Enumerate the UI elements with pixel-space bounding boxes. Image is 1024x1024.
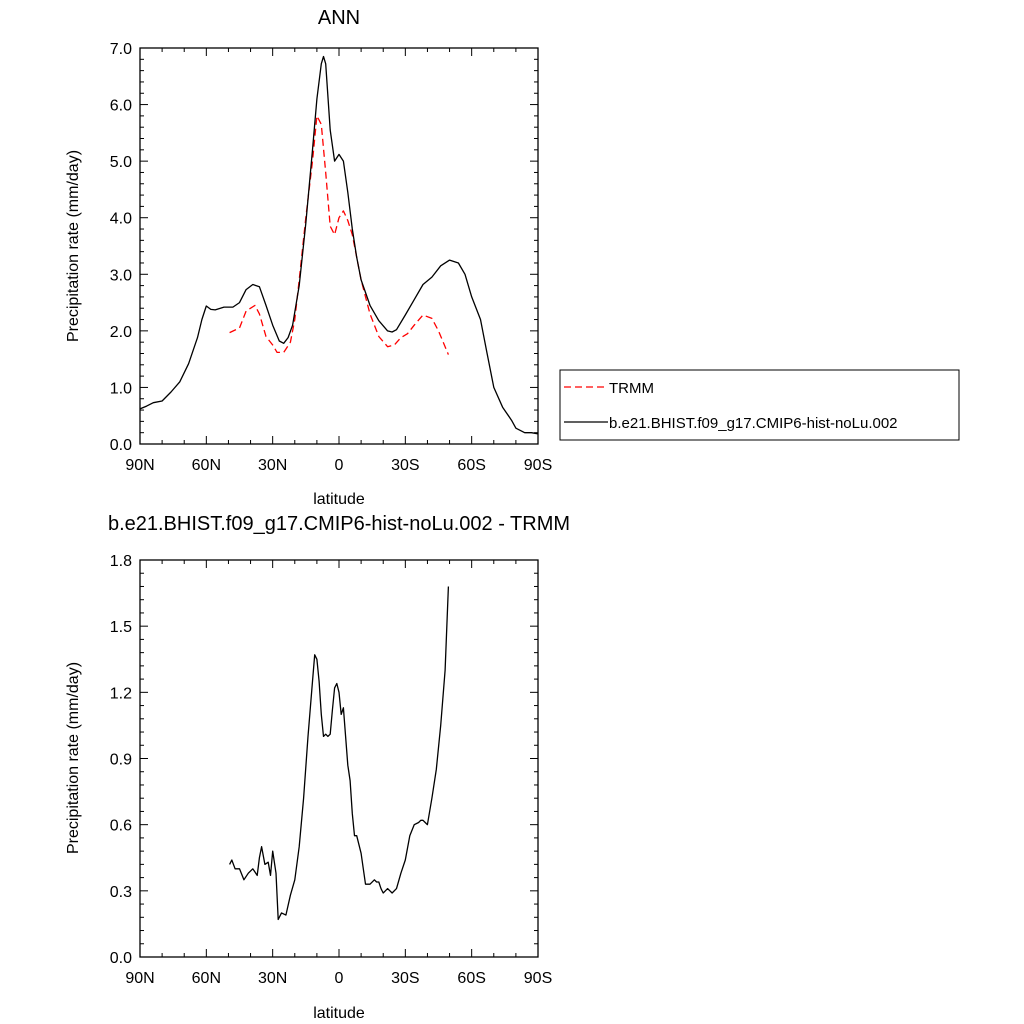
y-tick-label: 1.8 — [110, 553, 132, 570]
y-tick-label: 2.0 — [110, 324, 132, 341]
x-tick-label: 90S — [524, 970, 552, 987]
x-tick-label: 60N — [192, 457, 221, 474]
series-lines — [139, 55, 539, 435]
y-tick-label: 3.0 — [110, 267, 132, 284]
x-tick-label: 90S — [524, 457, 552, 474]
y-tick-label: 4.0 — [110, 211, 132, 228]
x-tick-label: 90N — [125, 970, 154, 987]
x-tick-label: 30N — [258, 970, 287, 987]
x-tick-label: 30S — [391, 457, 419, 474]
x-tick-label: 60S — [457, 457, 485, 474]
x-tick-label: 30S — [391, 970, 419, 987]
axis-ticks: 90N 60N 30N 0 30S 60S 90S 0.0 1.0 2.0 3.0 4.0 5.0 6.0… — [110, 41, 552, 474]
y-axis-label: Precipitation rate (mm/day) — [65, 662, 82, 854]
legend: TRMM b.e21.BHIST.f09_g17.CMIP6-hist-noLu… — [559, 369, 960, 441]
y-tick-label: 0.6 — [110, 818, 132, 835]
x-tick-label: 0 — [335, 970, 344, 987]
plot-frame — [139, 559, 539, 958]
legend-label-model: b.e21.BHIST.f09_g17.CMIP6-hist-noLu.002 — [609, 415, 898, 432]
y-tick-label: 0.9 — [110, 752, 132, 769]
x-tick-label: 60S — [457, 970, 485, 987]
legend-box — [559, 369, 960, 441]
x-tick-label: 30N — [258, 457, 287, 474]
y-tick-label: 7.0 — [110, 41, 132, 58]
plot-frame — [139, 47, 539, 445]
x-tick-label: 90N — [125, 457, 154, 474]
chart-ann: ANN 90N 60N 30N 0 30S 60S 90S 0.0 1.0 2.0 3.0 4.0 5.… — [65, 7, 960, 508]
series-line-trmm — [229, 115, 449, 355]
y-tick-label: 1.2 — [110, 685, 132, 702]
chart-title: b.e21.BHIST.f09_g17.CMIP6-hist-noLu.002 … — [108, 513, 570, 535]
chart-difference: b.e21.BHIST.f09_g17.CMIP6-hist-noLu.002 … — [65, 513, 570, 1022]
axis-ticks: 90N 60N 30N 0 30S 60S 90S 0.0 0.3 0.6 0.9 1.2 1.5 1.8 — [110, 553, 552, 987]
series-line-difference — [229, 586, 450, 921]
chart-title: ANN — [318, 7, 360, 29]
y-tick-label: 0.0 — [110, 437, 132, 454]
x-tick-label: 60N — [192, 970, 221, 987]
series-line-b-e21-bhist-f09-g17-cmip6-hist-nolu-002 — [139, 55, 539, 435]
x-axis-label: latitude — [313, 491, 365, 508]
legend-label-trmm: TRMM — [609, 380, 654, 397]
x-tick-label: 0 — [335, 457, 344, 474]
y-tick-label: 0.0 — [110, 950, 132, 967]
y-axis-label: Precipitation rate (mm/day) — [65, 150, 82, 342]
y-tick-label: 6.0 — [110, 98, 132, 115]
series-lines — [229, 586, 450, 921]
y-tick-label: 1.5 — [110, 619, 132, 636]
y-tick-label: 5.0 — [110, 154, 132, 171]
x-axis-label: latitude — [313, 1005, 365, 1022]
y-tick-label: 0.3 — [110, 884, 132, 901]
y-tick-label: 1.0 — [110, 380, 132, 397]
